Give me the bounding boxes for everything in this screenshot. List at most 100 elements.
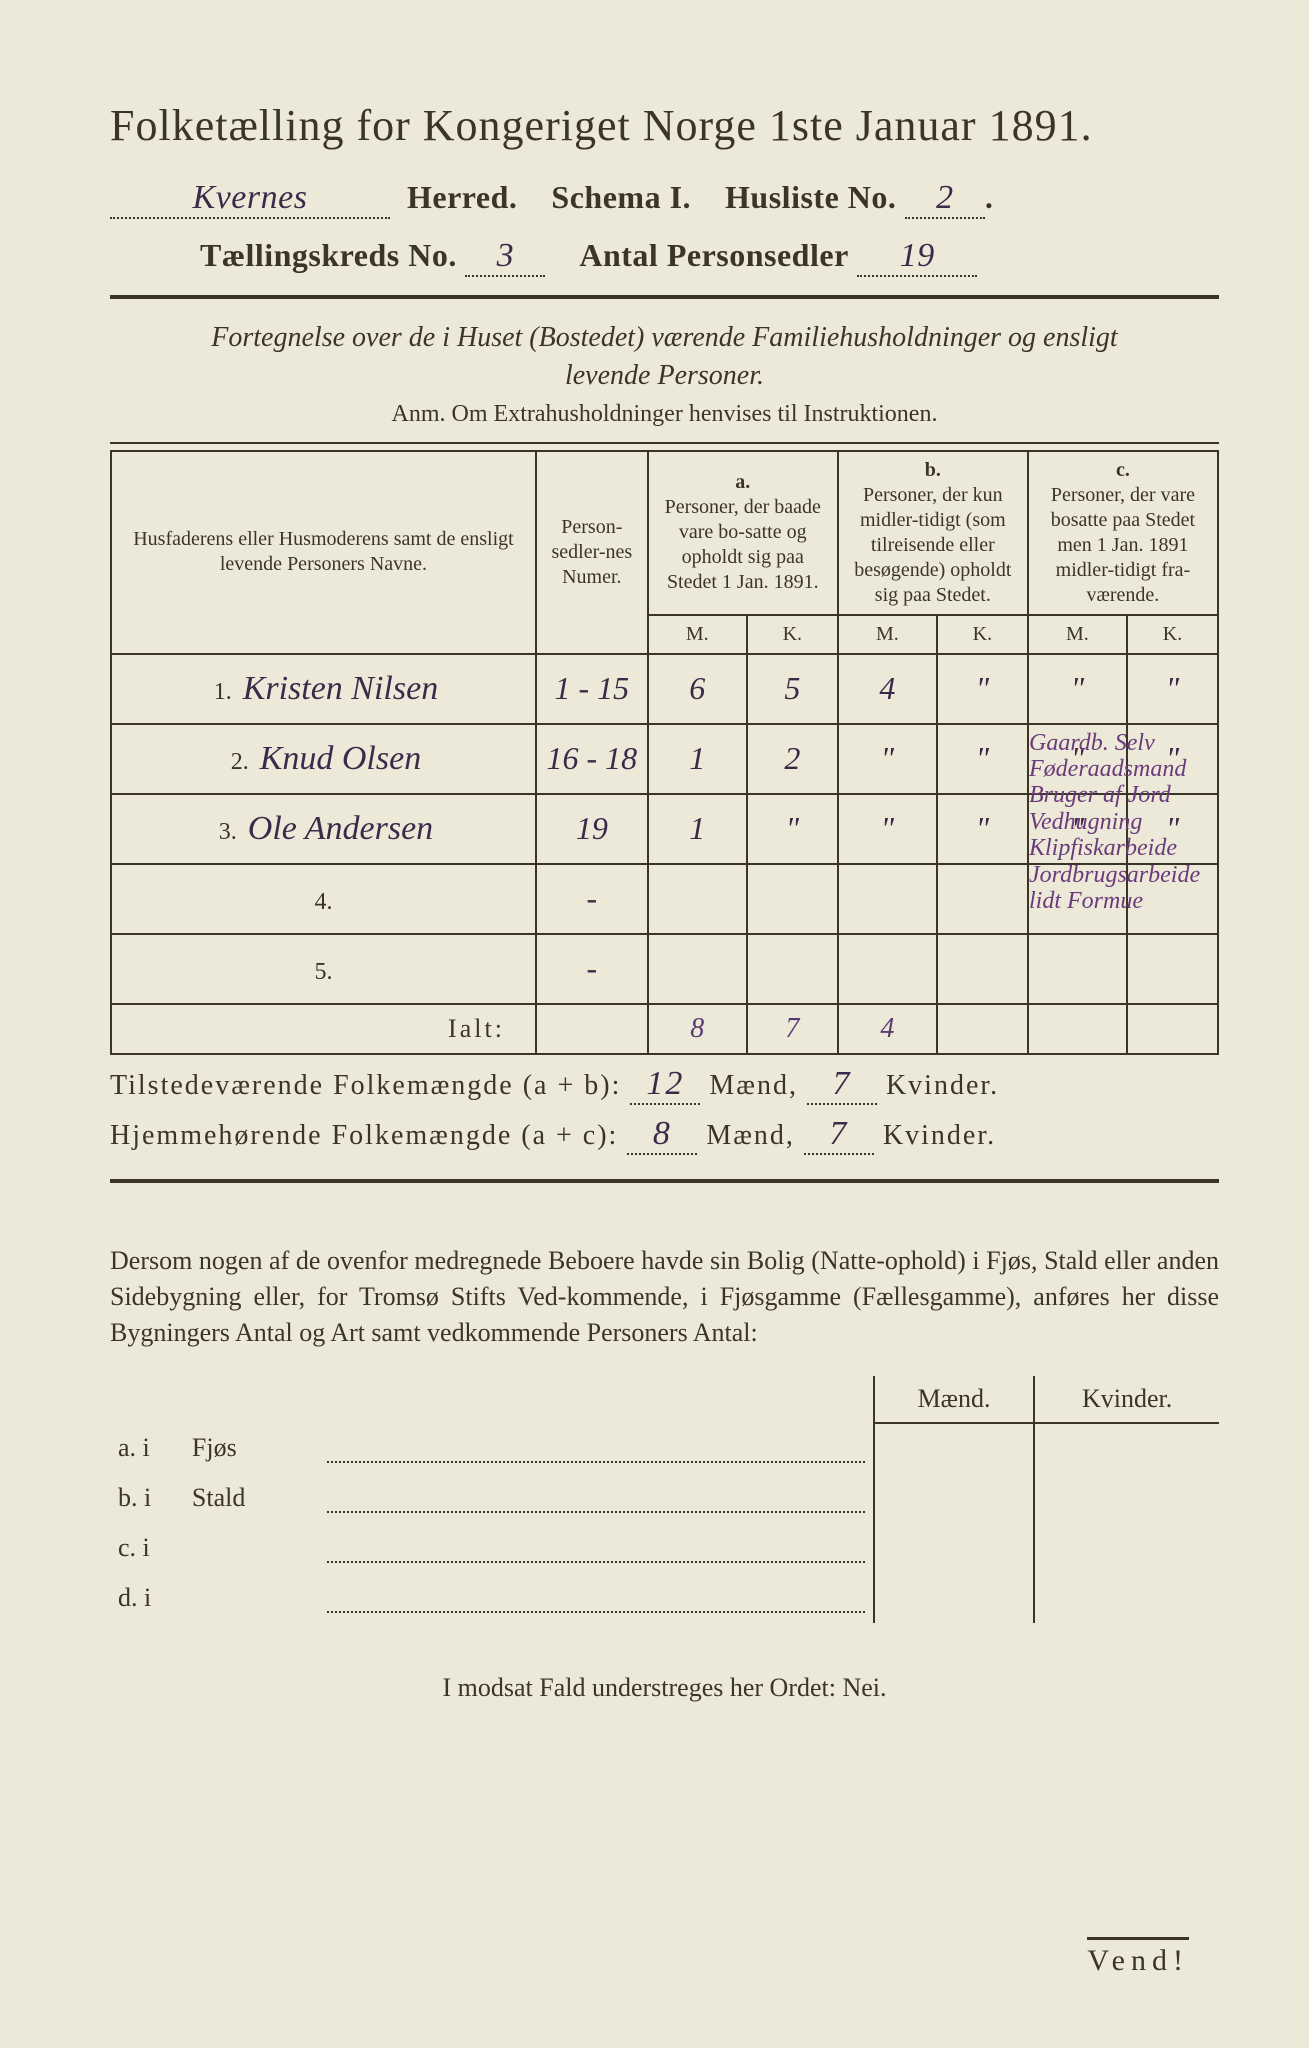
margin-annotations: Gaardb. Selv Føderaadsmand Bruger af Jor… (1029, 730, 1199, 915)
row-bk (937, 864, 1028, 934)
ialt-bk (937, 1004, 1028, 1054)
ialt-cm (1028, 1004, 1127, 1054)
sub-row-letter: c. i (110, 1523, 184, 1573)
summary1-m: 12 (646, 1065, 684, 1102)
sub-row-type (184, 1573, 320, 1623)
row-am: 6 (648, 654, 747, 724)
dotline (327, 1443, 865, 1463)
divider (110, 442, 1219, 444)
table-row: 1. Kristen Nilsen1 - 15654""" (111, 654, 1218, 724)
row-bk: " (937, 794, 1028, 864)
col-header-c: c. Personer, der vare bosatte paa Stedet… (1028, 451, 1218, 615)
col-b-k: K. (937, 615, 1028, 654)
ialt-ck (1127, 1004, 1218, 1054)
col-a-k: K. (747, 615, 838, 654)
sub-row-type: Fjøs (184, 1423, 320, 1473)
header-line-3: Tællingskreds No. 3 Antal Personsedler 1… (110, 237, 1219, 277)
row-name: 5. (111, 934, 536, 1004)
summary2-mlabel: Mænd, (706, 1120, 795, 1151)
subtable-row: c. i (110, 1523, 1219, 1573)
herred-value: Kvernes (193, 179, 308, 216)
row-bk: " (937, 654, 1028, 724)
sub-row-letter: b. i (110, 1473, 184, 1523)
census-form-page: Folketælling for Kongeriget Norge 1ste J… (0, 0, 1309, 2048)
row-bk: " (937, 724, 1028, 794)
table-row: 5. - (111, 934, 1218, 1004)
summary1-label: Tilstedeværende Folkemængde (a + b): (110, 1070, 621, 1101)
sub-row-type (184, 1523, 320, 1573)
row-bm (838, 934, 937, 1004)
row-ck: " (1127, 654, 1218, 724)
col-header-names: Husfaderens eller Husmoderens samt de en… (111, 451, 536, 654)
sub-h-maend: Mænd. (874, 1376, 1034, 1423)
divider (110, 1179, 1219, 1183)
header-line-2: Kvernes Herred. Schema I. Husliste No. 2… (110, 179, 1219, 219)
col-c-text: Personer, der vare bosatte paa Stedet me… (1051, 484, 1195, 606)
closing-line: I modsat Fald understreges her Ordet: Ne… (110, 1673, 1219, 1703)
ialt-label: Ialt: (111, 1004, 536, 1054)
ialt-row: Ialt: 8 7 4 (111, 1004, 1218, 1054)
building-table: Mænd. Kvinder. a. iFjøsb. iStaldc. id. i (110, 1376, 1219, 1623)
subtitle: Fortegnelse over de i Huset (Bostedet) v… (110, 319, 1219, 395)
summary-line-1: Tilstedeværende Folkemængde (a + b): 12 … (110, 1065, 1219, 1105)
row-cm: " (1028, 654, 1127, 724)
row-num: 1 - 15 (536, 654, 648, 724)
row-am: 1 (648, 794, 747, 864)
col-header-b: b. Personer, der kun midler-tidigt (som … (838, 451, 1028, 615)
ialt-bm: 4 (838, 1004, 937, 1054)
subtable-row: b. iStald (110, 1473, 1219, 1523)
table-wrapper: Gaardb. Selv Føderaadsmand Bruger af Jor… (110, 450, 1219, 1055)
row-name: 3. Ole Andersen (111, 794, 536, 864)
form-title: Folketælling for Kongeriget Norge 1ste J… (110, 100, 1219, 151)
row-bk (937, 934, 1028, 1004)
row-num: - (536, 934, 648, 1004)
sub-h-kvinder: Kvinder. (1034, 1376, 1219, 1423)
row-bm: " (838, 724, 937, 794)
closing-text: I modsat Fald understreges her Ordet: Ne… (442, 1673, 886, 1702)
col-c-k: K. (1127, 615, 1218, 654)
kreds-label: Tællingskreds No. (200, 237, 457, 273)
subtitle-line1: Fortegnelse over de i Huset (Bostedet) v… (211, 322, 1117, 353)
antal-label: Antal Personsedler (579, 237, 848, 273)
summary1-klabel: Kvinder. (886, 1070, 999, 1101)
col-a-letter: a. (735, 471, 750, 493)
dotline (327, 1593, 865, 1613)
schema-label: Schema I. (551, 179, 691, 215)
row-ak: 2 (747, 724, 838, 794)
summary2-label: Hjemmehørende Folkemængde (a + c): (110, 1120, 618, 1151)
row-ak: 5 (747, 654, 838, 724)
summary1-k: 7 (832, 1065, 851, 1102)
dotline (327, 1543, 865, 1563)
sub-row-type: Stald (184, 1473, 320, 1523)
row-ak (747, 934, 838, 1004)
vend-label: Vend! (1087, 1937, 1189, 1978)
col-a-text: Personer, der baade vare bo-satte og oph… (665, 496, 821, 593)
summary2-k: 7 (829, 1115, 848, 1152)
col-b-text: Personer, der kun midler-tidigt (som til… (854, 484, 1011, 606)
husliste-label: Husliste No. (725, 179, 896, 215)
subtable-row: d. i (110, 1573, 1219, 1623)
row-bm: " (838, 794, 937, 864)
row-ak: " (747, 794, 838, 864)
row-cm (1028, 934, 1127, 1004)
sub-row-letter: a. i (110, 1423, 184, 1473)
col-b-letter: b. (925, 459, 941, 481)
divider (110, 295, 1219, 299)
anm-note: Anm. Om Extrahusholdninger henvises til … (110, 401, 1219, 428)
row-num: 16 - 18 (536, 724, 648, 794)
row-am (648, 864, 747, 934)
row-bm (838, 864, 937, 934)
summary-line-2: Hjemmehørende Folkemængde (a + c): 8 Mæn… (110, 1115, 1219, 1155)
row-name: 1. Kristen Nilsen (111, 654, 536, 724)
row-name: 2. Knud Olsen (111, 724, 536, 794)
col-header-numer: Person-sedler-nes Numer. (536, 451, 648, 654)
sub-row-letter: d. i (110, 1573, 184, 1623)
subtitle-line2: levende Personer. (565, 360, 764, 391)
col-c-letter: c. (1116, 459, 1130, 481)
subtable-row: a. iFjøs (110, 1423, 1219, 1473)
summary2-m: 8 (653, 1115, 672, 1152)
husliste-value: 2 (936, 179, 954, 216)
col-a-m: M. (648, 615, 747, 654)
antal-value: 19 (900, 237, 935, 274)
kreds-value: 3 (497, 237, 515, 274)
